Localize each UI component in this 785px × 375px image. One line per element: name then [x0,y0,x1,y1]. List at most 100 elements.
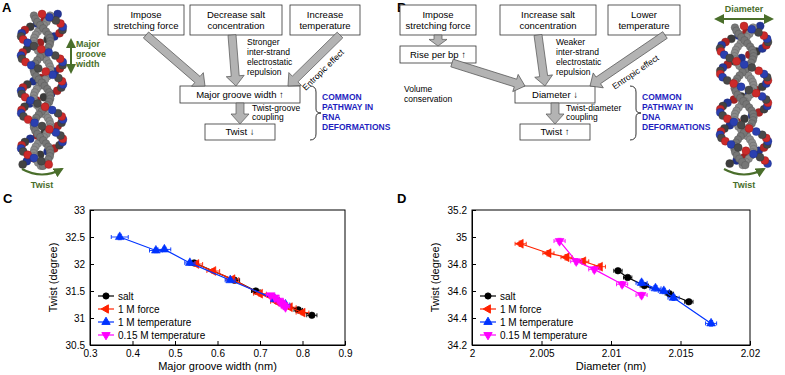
helix [17,10,67,170]
tick-mark [472,345,476,346]
tick-label: 34.2 [448,340,468,351]
tick-label: 34.8 [448,259,468,270]
marker [115,232,124,240]
helix-atom [733,57,741,65]
tick-label: 0.9 [339,348,353,359]
tick-mark [90,291,94,292]
marker [669,293,678,301]
flow-arrow [449,54,527,94]
legend-marker [102,333,110,340]
tick: 32.5 [66,232,94,243]
tick: 0.4 [126,341,140,359]
marker [572,259,581,267]
panel-b: BImposestretching forceRise per bp ↑Incr… [397,0,772,190]
tick-mark [90,345,94,346]
tick-label: 2 [470,348,476,359]
series-line [521,244,600,267]
legend-entry: 1 M temperature [98,317,192,328]
legend-label: salt [500,291,516,302]
legend-entry: 0.15 M temperature [480,330,588,341]
twist-arrow [724,169,764,175]
y-axis: 30.53131.53232.533 [66,205,94,351]
axis-line [91,345,346,346]
tick: 34.2 [448,340,476,351]
marker [707,318,716,326]
marker [297,308,305,317]
helix-atom [38,10,46,18]
helix-atom [748,25,756,33]
box [205,124,275,140]
axis-title: Twist (degree) [47,243,59,313]
tick-mark [133,341,134,345]
tick-label: 0.8 [296,348,310,359]
helix-atom [41,103,49,111]
arrow-label: Entropic effect [610,52,661,91]
axis-line [473,345,751,346]
helix-atom [749,150,757,158]
tick-mark [611,341,612,345]
tick-label: 2.005 [529,348,554,359]
marker [651,283,660,291]
diameter-arrow [716,18,772,20]
tick: 2.01 [602,341,622,359]
legend-label: 1 M force [118,304,160,315]
tick: 31 [74,313,94,324]
axis-line [472,211,473,346]
axis-title: Major groove width (nm) [158,360,277,372]
helix-atom [730,80,738,88]
axis-title: Twist (degree) [429,243,441,313]
legend-label: 1 M force [500,304,542,315]
marker [590,267,599,275]
tick-mark [472,210,476,211]
tick-label: 0.3 [84,348,98,359]
legend-marker [103,293,109,299]
helix-atom [45,13,53,21]
axis-line [90,211,91,346]
tick-label: 34.4 [448,313,468,324]
marker [615,267,622,274]
tick: 0.6 [211,341,225,359]
plot-marks [515,238,717,326]
legend-marker [484,333,492,340]
marker [637,292,646,300]
tick-mark [750,341,751,345]
box-label: Major groove width ↑ [196,89,284,100]
helix-atom [45,160,53,168]
series [636,278,717,326]
x-axis: 0.30.40.50.60.70.80.9 [84,341,353,359]
tick-label: 0.7 [254,348,268,359]
legend-label: 1 M temperature [500,317,574,328]
tick-mark [218,341,219,345]
tick-mark [90,264,94,265]
legend: salt1 M force1 M temperature0.15 M tempe… [98,291,206,341]
panel-a: AMajorgroovewidthTwistImposestretching f… [2,0,391,190]
arrow-label: Strongerinter-strandelectrostaticrepulsi… [247,37,293,77]
tick-label: 2.01 [602,348,622,359]
legend-label: 1 M temperature [118,317,192,328]
marker [151,245,160,253]
marker [185,258,194,266]
series [515,239,605,271]
helix-atom [737,121,745,129]
twist-arrow [22,169,62,175]
box-label: Decrease saltconcentration [207,9,265,31]
box [608,5,680,35]
helix-atom [31,119,39,127]
box-label: Diameter ↓ [532,89,578,100]
helix-atom [730,118,738,126]
arrow-label: Twist-groovecoupling [252,103,300,122]
flow-arrow [231,103,249,124]
flow-arrow [546,103,564,124]
marker [624,274,631,281]
figure-svg: AMajorgroovewidthTwistImposestretching f… [0,0,785,375]
legend-entry: 1 M force [480,304,542,315]
helix-atom [734,144,742,152]
tick-mark [90,237,94,238]
helix-atom [740,60,748,68]
marker [555,238,564,246]
plot-marks [111,232,317,319]
box [500,5,596,35]
helix-atom [34,64,42,72]
tick: 30.5 [66,340,94,351]
tick: 34.8 [448,259,476,270]
